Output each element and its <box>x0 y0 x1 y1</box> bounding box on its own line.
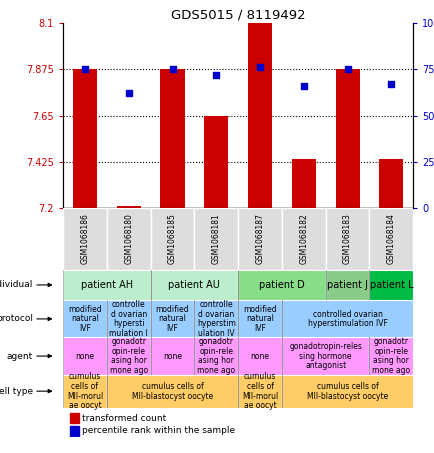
Bar <box>73 69 97 208</box>
Bar <box>160 69 184 208</box>
Bar <box>247 23 271 208</box>
Text: GSM1068180: GSM1068180 <box>124 213 133 265</box>
FancyBboxPatch shape <box>281 375 412 408</box>
FancyBboxPatch shape <box>63 208 107 270</box>
FancyBboxPatch shape <box>150 337 194 375</box>
Bar <box>116 206 141 208</box>
FancyBboxPatch shape <box>107 337 150 375</box>
Point <box>169 65 176 72</box>
Text: cumulus cells of
MII-blastocyst oocyte: cumulus cells of MII-blastocyst oocyte <box>132 382 213 400</box>
FancyBboxPatch shape <box>281 300 412 337</box>
Bar <box>70 426 79 436</box>
Text: patient AU: patient AU <box>168 280 220 290</box>
FancyBboxPatch shape <box>150 208 194 270</box>
Point <box>387 80 394 87</box>
FancyBboxPatch shape <box>150 270 238 300</box>
Text: cell type: cell type <box>0 387 33 395</box>
Text: modified
natural
IVF: modified natural IVF <box>68 305 102 333</box>
Text: cumulus cells of
MII-blastocyst oocyte: cumulus cells of MII-blastocyst oocyte <box>306 382 387 400</box>
FancyBboxPatch shape <box>368 270 412 300</box>
Text: transformed count: transformed count <box>82 414 166 423</box>
FancyBboxPatch shape <box>107 208 150 270</box>
FancyBboxPatch shape <box>63 300 107 337</box>
FancyBboxPatch shape <box>238 270 325 300</box>
Bar <box>291 159 315 208</box>
FancyBboxPatch shape <box>194 300 238 337</box>
FancyBboxPatch shape <box>63 337 107 375</box>
FancyBboxPatch shape <box>63 375 107 408</box>
Point <box>299 82 306 89</box>
FancyBboxPatch shape <box>238 375 281 408</box>
Text: GSM1068186: GSM1068186 <box>80 213 89 265</box>
Text: patient AH: patient AH <box>81 280 133 290</box>
Text: none: none <box>163 352 181 361</box>
Text: modified
natural
IVF: modified natural IVF <box>243 305 276 333</box>
Text: gonadotropin-reles
sing hormone
antagonist: gonadotropin-reles sing hormone antagoni… <box>289 342 362 370</box>
FancyBboxPatch shape <box>281 208 325 270</box>
Text: protocol: protocol <box>0 314 33 323</box>
FancyBboxPatch shape <box>325 208 368 270</box>
Point <box>212 71 219 78</box>
FancyBboxPatch shape <box>238 300 281 337</box>
Point <box>343 65 350 72</box>
Text: controlle
d ovarian
hypersti
mulation I: controlle d ovarian hypersti mulation I <box>109 300 148 338</box>
FancyBboxPatch shape <box>238 208 281 270</box>
FancyBboxPatch shape <box>63 270 150 300</box>
FancyBboxPatch shape <box>281 337 368 375</box>
FancyBboxPatch shape <box>325 270 368 300</box>
Bar <box>204 116 228 208</box>
Text: patient J: patient J <box>326 280 367 290</box>
Text: gonadotr
opin-rele
asing hor
mone ago: gonadotr opin-rele asing hor mone ago <box>109 337 148 375</box>
Text: GSM1068187: GSM1068187 <box>255 213 264 265</box>
Point <box>256 63 263 71</box>
Text: controlled ovarian
hyperstimulation IVF: controlled ovarian hyperstimulation IVF <box>307 309 387 328</box>
Text: GSM1068183: GSM1068183 <box>342 213 351 265</box>
Text: gonadotr
opin-rele
asing hor
mone ago: gonadotr opin-rele asing hor mone ago <box>197 337 235 375</box>
Text: modified
natural
IVF: modified natural IVF <box>155 305 189 333</box>
FancyBboxPatch shape <box>194 337 238 375</box>
Title: GDS5015 / 8119492: GDS5015 / 8119492 <box>171 9 305 21</box>
Text: gonadotr
opin-rele
asing hor
mone ago: gonadotr opin-rele asing hor mone ago <box>372 337 410 375</box>
Point <box>81 65 88 72</box>
Text: individual: individual <box>0 280 33 289</box>
Bar <box>335 69 359 208</box>
FancyBboxPatch shape <box>368 337 412 375</box>
Text: GSM1068182: GSM1068182 <box>299 213 308 265</box>
Point <box>125 90 132 97</box>
Bar <box>378 159 402 208</box>
FancyBboxPatch shape <box>150 300 194 337</box>
FancyBboxPatch shape <box>107 300 150 337</box>
Text: cumulus
cells of
MII-morul
ae oocyt: cumulus cells of MII-morul ae oocyt <box>67 372 103 410</box>
Text: patient L: patient L <box>369 280 412 290</box>
Text: agent: agent <box>7 352 33 361</box>
FancyBboxPatch shape <box>107 375 238 408</box>
FancyBboxPatch shape <box>368 208 412 270</box>
Text: patient D: patient D <box>259 280 304 290</box>
Text: percentile rank within the sample: percentile rank within the sample <box>82 426 235 435</box>
FancyBboxPatch shape <box>194 208 238 270</box>
Text: none: none <box>75 352 94 361</box>
Text: none: none <box>250 352 269 361</box>
Text: GSM1068185: GSM1068185 <box>168 213 177 265</box>
FancyBboxPatch shape <box>238 337 281 375</box>
Bar <box>70 414 79 424</box>
Text: GSM1068181: GSM1068181 <box>211 213 220 265</box>
Text: cumulus
cells of
MII-morul
ae oocyt: cumulus cells of MII-morul ae oocyt <box>241 372 277 410</box>
Text: GSM1068184: GSM1068184 <box>386 213 395 265</box>
Text: controlle
d ovarian
hyperstim
ulation IV: controlle d ovarian hyperstim ulation IV <box>197 300 235 338</box>
